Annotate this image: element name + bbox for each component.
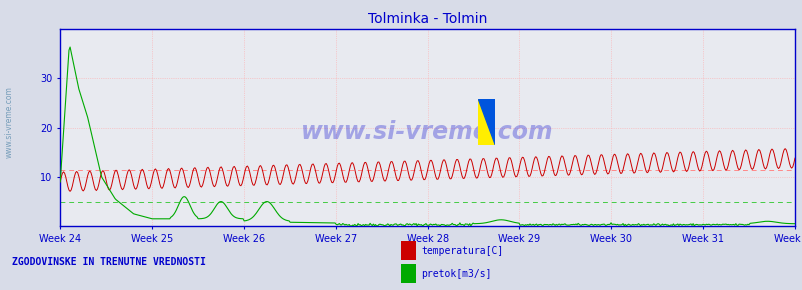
Text: pretok[m3/s]: pretok[m3/s] [421, 269, 492, 279]
Text: www.si-vreme.com: www.si-vreme.com [5, 86, 14, 158]
Polygon shape [477, 99, 495, 145]
Text: ZGODOVINSKE IN TRENUTNE VREDNOSTI: ZGODOVINSKE IN TRENUTNE VREDNOSTI [12, 257, 205, 267]
Text: www.si-vreme.com: www.si-vreme.com [301, 119, 553, 144]
Polygon shape [477, 99, 495, 145]
Text: temperatura[C]: temperatura[C] [421, 246, 503, 256]
Title: Tolminka - Tolmin: Tolminka - Tolmin [367, 12, 487, 26]
